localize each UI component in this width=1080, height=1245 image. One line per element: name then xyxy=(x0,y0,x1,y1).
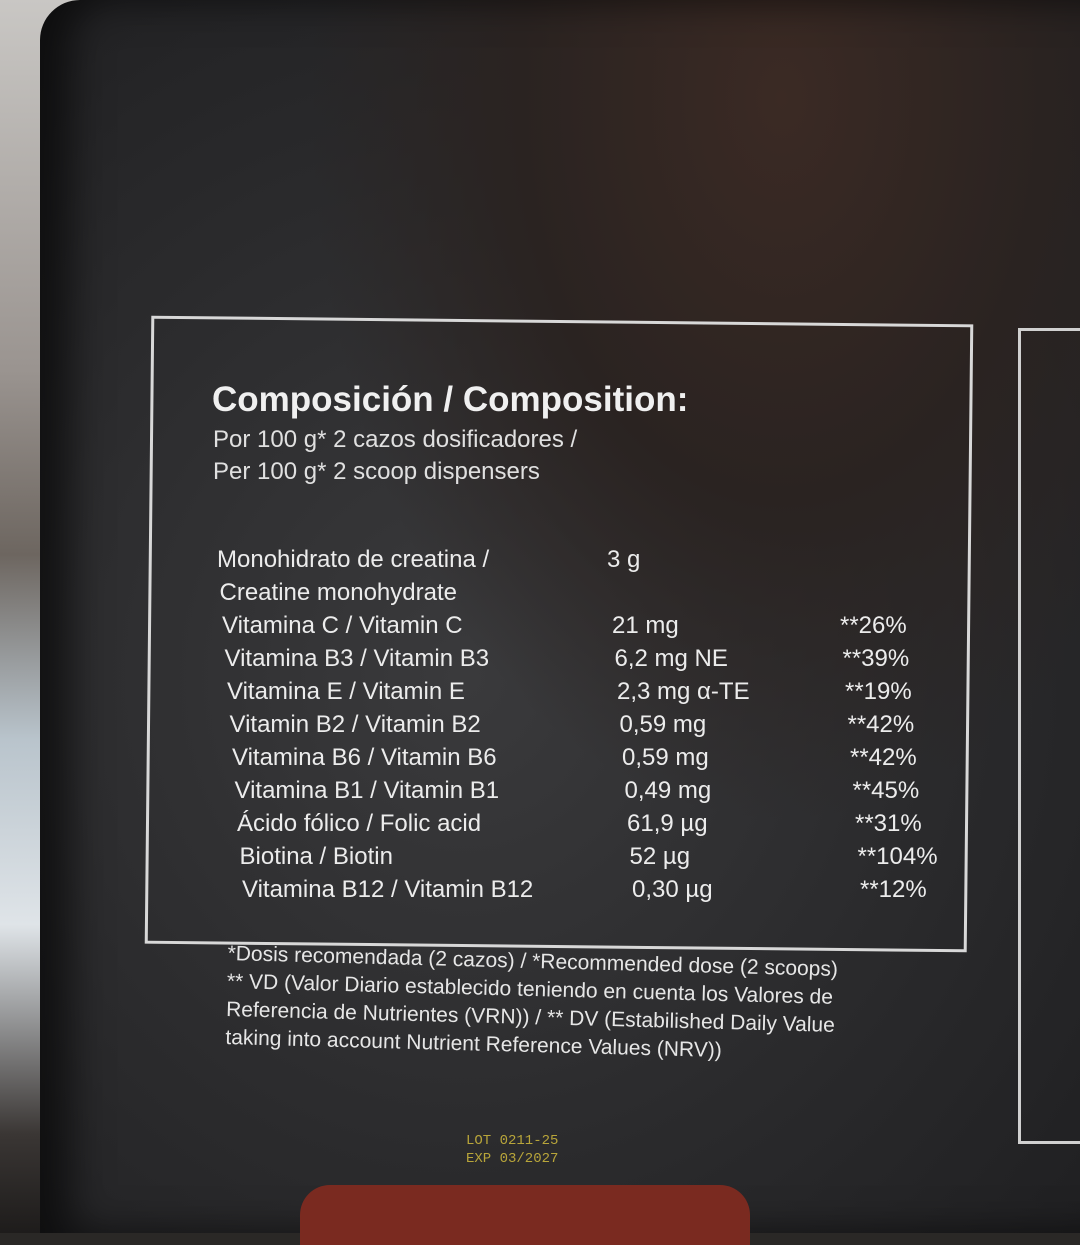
serving-subtitle-es: Por 100 g* 2 cazos dosificadores / xyxy=(213,426,578,453)
product-image-edge xyxy=(300,1185,750,1245)
expiry-date: EXP 03/2027 xyxy=(466,1151,559,1167)
adjacent-panel-border xyxy=(1018,328,1080,1144)
daily-value: **26% xyxy=(840,612,907,639)
nutrient-name: Vitamina B3 / Vitamin B3 xyxy=(224,645,490,672)
nutrient-amount: 52 µg xyxy=(629,843,691,870)
daily-value: **19% xyxy=(845,678,912,705)
daily-value: **42% xyxy=(847,711,915,738)
nutrient-name: Monohidrato de creatina / xyxy=(217,546,490,573)
daily-value: **39% xyxy=(842,645,910,672)
nutrient-amount: 61,9 µg xyxy=(627,810,708,837)
nutrient-amount: 3 g xyxy=(607,546,641,573)
serving-subtitle-en: Per 100 g* 2 scoop dispensers xyxy=(213,458,540,485)
nutrient-name: Vitamina C / Vitamin C xyxy=(222,612,463,639)
product-bag xyxy=(40,0,1080,1233)
nutrient-name: Vitamina B12 / Vitamin B12 xyxy=(242,876,534,903)
lot-stamp: LOT 0211-25 EXP 03/2027 xyxy=(466,1132,558,1168)
nutrient-name: Vitamina E / Vitamin E xyxy=(227,678,465,705)
nutrient-amount: 0,49 mg xyxy=(624,777,712,804)
nutrient-amount: 0,30 µg xyxy=(632,876,713,903)
daily-value: **12% xyxy=(860,876,927,903)
nutrient-amount: 0,59 mg xyxy=(619,711,707,738)
daily-value: **45% xyxy=(852,777,920,804)
nutrient-name: Vitamin B2 / Vitamin B2 xyxy=(229,711,481,738)
footnotes: *Dosis recomendada (2 cazos) / *Recommen… xyxy=(225,940,838,1068)
nutrient-amount: 2,3 mg α-TE xyxy=(617,678,750,705)
nutrient-amount: 0,59 mg xyxy=(622,744,709,771)
nutrient-name: Vitamina B1 / Vitamin B1 xyxy=(234,777,500,804)
composition-title: Composición / Composition: xyxy=(212,380,689,419)
nutrient-name: Vitamina B6 / Vitamin B6 xyxy=(232,744,497,771)
nutrient-amount: 21 mg xyxy=(612,612,679,639)
daily-value: **42% xyxy=(850,744,917,771)
nutrient-name: Biotina / Biotin xyxy=(239,843,393,870)
daily-value: **104% xyxy=(857,843,938,870)
lot-number: LOT 0211-25 xyxy=(466,1133,559,1149)
nutrient-amount: 6,2 mg NE xyxy=(614,645,728,672)
daily-value: **31% xyxy=(855,810,922,837)
nutrient-name: Creatine monohydrate xyxy=(219,579,457,606)
nutrient-name: Ácido fólico / Folic acid xyxy=(237,810,482,837)
